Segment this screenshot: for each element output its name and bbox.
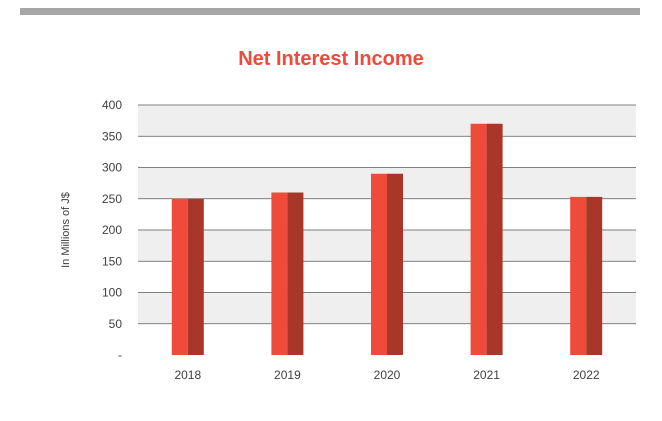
- chart-title: Net Interest Income: [238, 48, 424, 70]
- bar-2018-dark: [187, 198, 204, 355]
- y-tick-label: 150: [102, 254, 122, 268]
- x-tick-label: 2018: [174, 368, 201, 382]
- y-tick-label: 350: [102, 129, 122, 143]
- bar-2022-light: [570, 196, 587, 355]
- bar-2018-light: [171, 198, 188, 355]
- x-tick-label: 2021: [473, 368, 500, 382]
- grid-band: [138, 105, 636, 137]
- y-tick-label: -: [118, 348, 122, 362]
- y-tick-label: 250: [102, 192, 122, 206]
- x-tick-label: 2019: [274, 368, 301, 382]
- top-divider: [20, 8, 640, 15]
- bar-2020-light: [371, 173, 387, 355]
- y-tick-label: 50: [109, 317, 123, 331]
- y-tick-label: 300: [102, 161, 122, 175]
- y-tick-label: 400: [102, 98, 122, 112]
- bar-2019-dark: [287, 192, 304, 355]
- y-tick-label: 200: [102, 223, 122, 237]
- bar-2022-dark: [586, 196, 603, 355]
- bar-2020-dark: [387, 173, 403, 355]
- bar-2021-dark: [486, 123, 503, 355]
- bar-2021-light: [470, 123, 487, 355]
- y-tick-label: 100: [102, 286, 122, 300]
- x-tick-label: 2020: [374, 368, 401, 382]
- x-tick-label: 2022: [573, 368, 600, 382]
- bar-2019-light: [271, 192, 288, 355]
